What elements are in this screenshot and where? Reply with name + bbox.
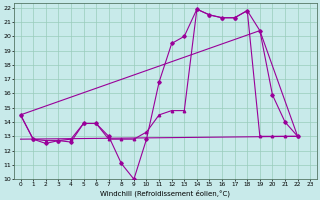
X-axis label: Windchill (Refroidissement éolien,°C): Windchill (Refroidissement éolien,°C) <box>100 189 230 197</box>
